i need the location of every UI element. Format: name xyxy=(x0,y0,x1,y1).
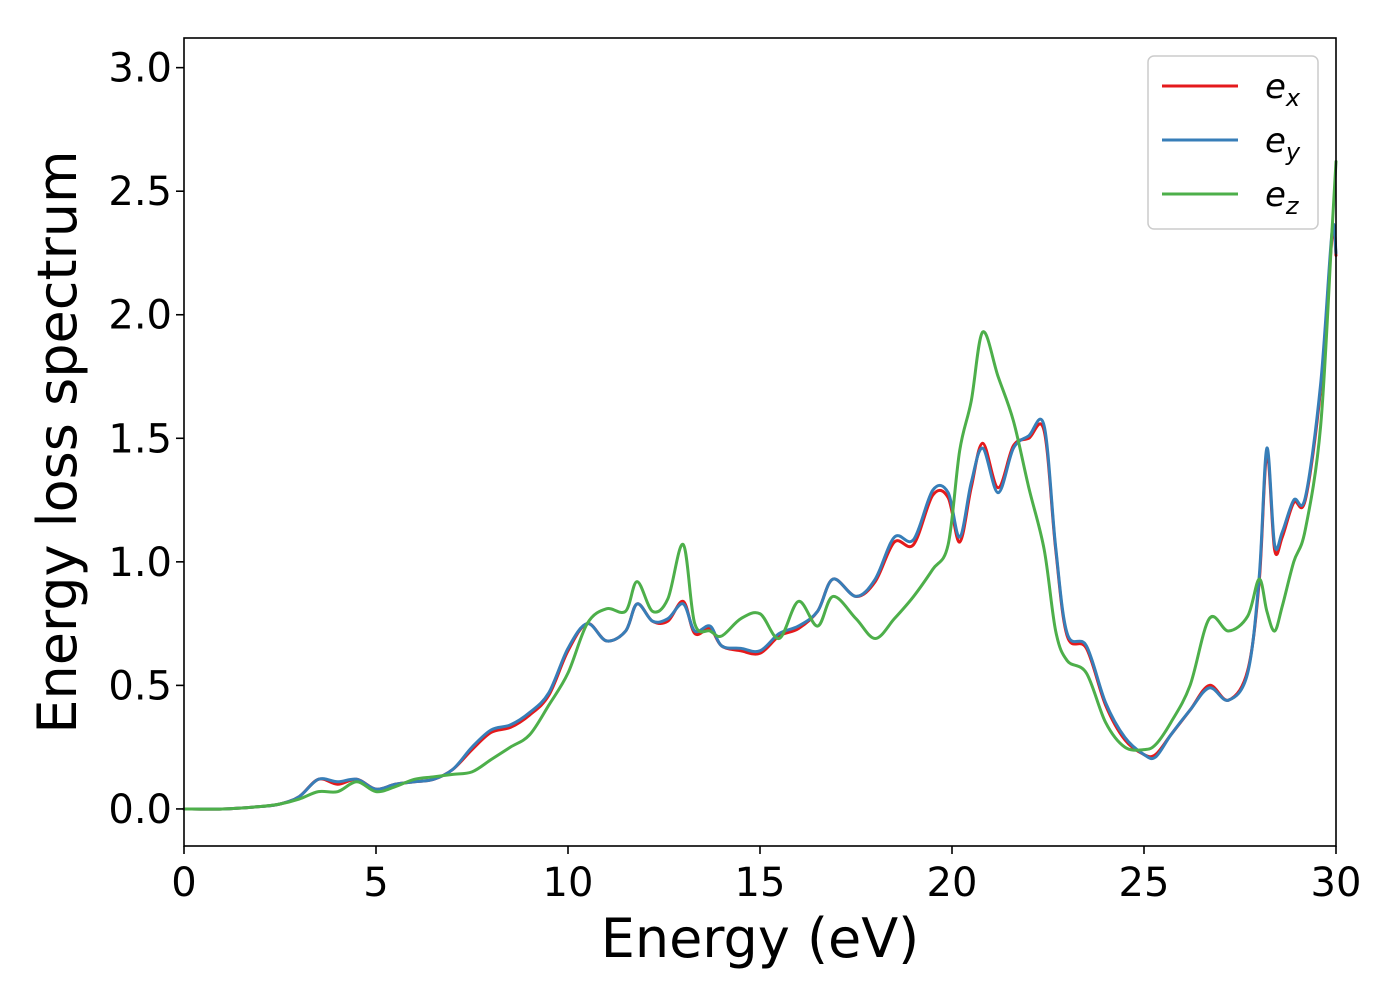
legend-frame xyxy=(1147,55,1319,230)
y-tick-label: 2.5 xyxy=(108,169,172,215)
x-tick-label: 10 xyxy=(543,860,594,906)
y-tick-label: 0.0 xyxy=(108,787,172,833)
series-line-y xyxy=(182,222,1338,811)
y-axis-title: Energy loss spectrum xyxy=(26,150,89,733)
y-tick-label: 2.0 xyxy=(108,293,172,339)
x-axis-title: Energy (eV) xyxy=(601,907,920,970)
y-tick-label: 3.0 xyxy=(108,46,172,92)
series-line-z xyxy=(182,160,1338,811)
series-layer xyxy=(182,160,1338,811)
x-tick-label: 25 xyxy=(1119,860,1170,906)
x-axis: 0 5 10 15 20 25 30 xyxy=(171,846,1361,906)
x-tick-label: 30 xyxy=(1311,860,1362,906)
series-line-x xyxy=(182,227,1338,811)
y-tick-label: 1.0 xyxy=(108,540,172,586)
x-tick-label: 15 xyxy=(735,860,786,906)
x-tick-label: 0 xyxy=(171,860,196,906)
x-tick-label: 5 xyxy=(363,860,388,906)
y-axis: 0.0 0.5 1.0 1.5 2.0 2.5 3.0 xyxy=(108,46,184,833)
x-tick-label: 20 xyxy=(927,860,978,906)
y-tick-label: 1.5 xyxy=(108,416,172,462)
y-tick-label: 0.5 xyxy=(108,663,172,709)
